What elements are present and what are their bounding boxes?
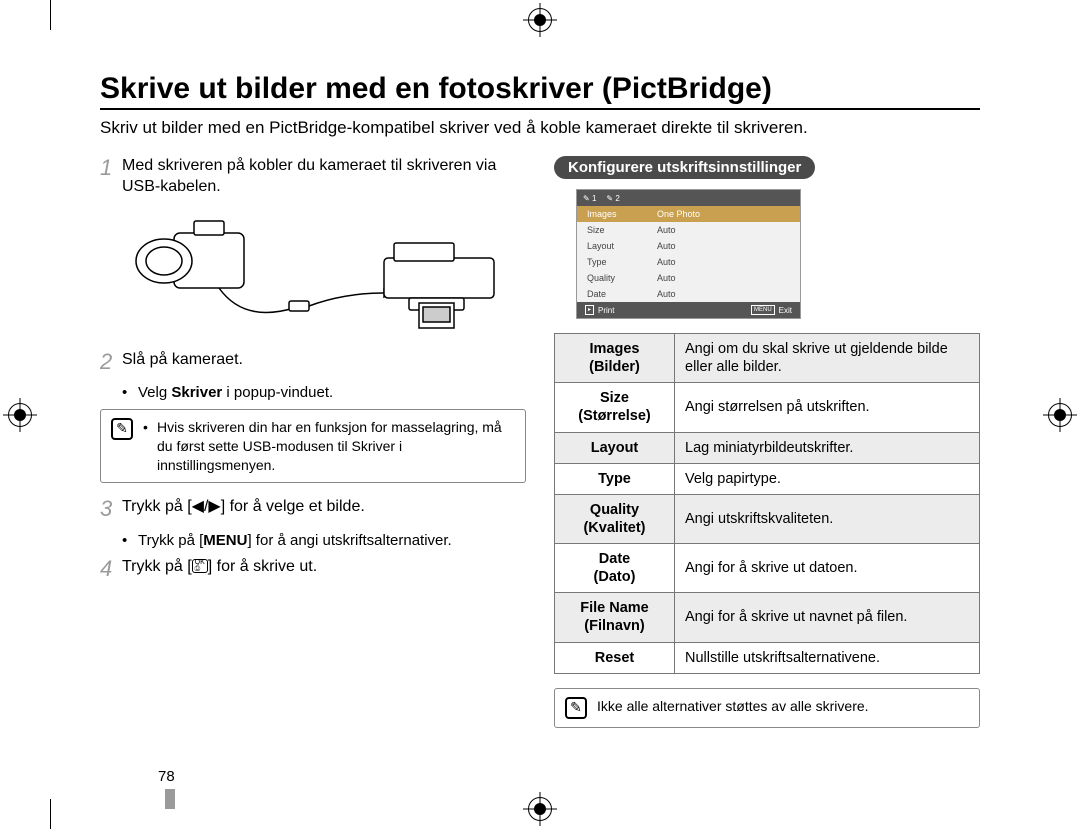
page-content: Skrive ut bilder med en fotoskriver (Pic… (100, 72, 980, 769)
bullet-text: Trykk på [ (138, 532, 203, 549)
setting-description: Angi størrelsen på utskriften. (675, 383, 980, 432)
bullet-bold: MENU (203, 532, 247, 549)
section-pill: Konfigurere utskriftsinnstillinger (554, 156, 815, 179)
step-number: 1 (100, 156, 122, 198)
crop-mark (50, 799, 51, 829)
step-number: 4 (100, 557, 122, 581)
crop-mark (50, 0, 51, 30)
step-text: Slå på kameraet. (122, 350, 526, 374)
note-box-left: ✎ •Hvis skriveren din har en funksjon fo… (100, 409, 526, 484)
screen-row: DateAuto (577, 286, 800, 302)
screen-row: SizeAuto (577, 222, 800, 238)
page-title: Skrive ut bilder med en fotoskriver (Pic… (100, 72, 980, 110)
note-text: Hvis skriveren din har en funksjon for m… (157, 418, 515, 475)
screen-row-value: Auto (657, 273, 800, 283)
screen-row: QualityAuto (577, 270, 800, 286)
step-number: 2 (100, 350, 122, 374)
bullet-bold: Skriver (171, 384, 222, 401)
step-3: 3 Trykk på [◀/▶] for å velge et bilde. (100, 497, 526, 521)
print-hint-icon: ▸ (585, 305, 594, 315)
right-column: Konfigurere utskriftsinnstillinger ✎ 1 ✎… (554, 156, 980, 742)
screen-footer: ▸ Print MENU Exit (577, 302, 800, 318)
setting-description: Angi for å skrive ut datoen. (675, 544, 980, 593)
page-number: 78 (158, 768, 175, 785)
footer-label: Exit (779, 306, 792, 315)
step-4: 4 Trykk på [OK⎙] for å skrive ut. (100, 557, 526, 581)
step-text: Trykk på [OK⎙] for å skrive ut. (122, 557, 526, 581)
setting-name: Reset (555, 642, 675, 673)
menu-hint-icon: MENU (751, 305, 775, 315)
step-3-bullet: Trykk på [MENU] for å angi utskriftsalte… (122, 532, 526, 549)
ok-print-icon: OK⎙ (192, 559, 208, 573)
screen-row-label: Images (577, 209, 657, 219)
setting-name: Images(Bilder) (555, 334, 675, 383)
screen-row: TypeAuto (577, 254, 800, 270)
registration-mark (528, 8, 552, 32)
screen-row-label: Quality (577, 273, 657, 283)
illustration-svg (134, 213, 514, 333)
setting-name: Quality(Kvalitet) (555, 494, 675, 543)
setting-description: Lag miniatyrbildeutskrifter. (675, 432, 980, 463)
table-row: File Name(Filnavn)Angi for å skrive ut n… (555, 593, 980, 642)
table-row: Images(Bilder)Angi om du skal skrive ut … (555, 334, 980, 383)
camera-settings-screen: ✎ 1 ✎ 2 ImagesOne PhotoSizeAutoLayoutAut… (576, 189, 801, 319)
setting-name: Type (555, 463, 675, 494)
screen-row: ImagesOne Photo (577, 206, 800, 222)
setting-name: Date(Dato) (555, 544, 675, 593)
setting-name: Layout (555, 432, 675, 463)
note-box-right: ✎ Ikke alle alternativer støttes av alle… (554, 688, 980, 728)
bullet-text: Velg (138, 384, 171, 401)
setting-name: Size(Størrelse) (555, 383, 675, 432)
screen-row: LayoutAuto (577, 238, 800, 254)
note-text: Ikke alle alternativer støttes av alle s… (597, 697, 869, 719)
bullet-text: ] for å angi utskriftsalternativer. (247, 532, 451, 549)
page-intro: Skriv ut bilder med en PictBridge-kompat… (100, 118, 980, 138)
step-text: Med skriveren på kobler du kameraet til … (122, 156, 526, 198)
table-row: Date(Dato)Angi for å skrive ut datoen. (555, 544, 980, 593)
footer-label: Print (598, 306, 614, 315)
screen-row-label: Type (577, 257, 657, 267)
screen-row-value: One Photo (657, 209, 800, 219)
two-column-layout: 1 Med skriveren på kobler du kameraet ti… (100, 156, 980, 742)
note-icon: ✎ (111, 418, 133, 440)
table-row: ResetNullstille utskriftsalternativene. (555, 642, 980, 673)
setting-description: Angi om du skal skrive ut gjeldende bild… (675, 334, 980, 383)
setting-name: File Name(Filnavn) (555, 593, 675, 642)
table-row: Quality(Kvalitet)Angi utskriftskvalitete… (555, 494, 980, 543)
screen-row-label: Size (577, 225, 657, 235)
step-number: 3 (100, 497, 122, 521)
screen-row-label: Date (577, 289, 657, 299)
setting-description: Nullstille utskriftsalternativene. (675, 642, 980, 673)
step-2: 2 Slå på kameraet. (100, 350, 526, 374)
tab-icon: ✎ 1 (583, 194, 596, 203)
registration-mark (1048, 403, 1072, 427)
page-indicator-bar (165, 789, 175, 809)
settings-definition-table: Images(Bilder)Angi om du skal skrive ut … (554, 333, 980, 674)
screen-row-value: Auto (657, 289, 800, 299)
bullet-text: i popup-vinduet. (222, 384, 333, 401)
screen-row-label: Layout (577, 241, 657, 251)
step-1: 1 Med skriveren på kobler du kameraet ti… (100, 156, 526, 198)
screen-row-value: Auto (657, 225, 800, 235)
screen-tabs: ✎ 1 ✎ 2 (577, 190, 800, 206)
registration-mark (528, 797, 552, 821)
camera-printer-illustration (122, 208, 526, 338)
step-2-bullet: Velg Skriver i popup-vinduet. (122, 384, 526, 401)
step-text: Trykk på [◀/▶] for å velge et bilde. (122, 497, 526, 521)
setting-description: Angi for å skrive ut navnet på filen. (675, 593, 980, 642)
table-row: LayoutLag miniatyrbildeutskrifter. (555, 432, 980, 463)
left-column: 1 Med skriveren på kobler du kameraet ti… (100, 156, 526, 742)
tab-icon: ✎ 2 (606, 194, 619, 203)
setting-description: Angi utskriftskvaliteten. (675, 494, 980, 543)
registration-mark (8, 403, 32, 427)
setting-description: Velg papirtype. (675, 463, 980, 494)
screen-row-value: Auto (657, 241, 800, 251)
table-row: Size(Størrelse)Angi størrelsen på utskri… (555, 383, 980, 432)
screen-row-value: Auto (657, 257, 800, 267)
table-row: TypeVelg papirtype. (555, 463, 980, 494)
note-icon: ✎ (565, 697, 587, 719)
